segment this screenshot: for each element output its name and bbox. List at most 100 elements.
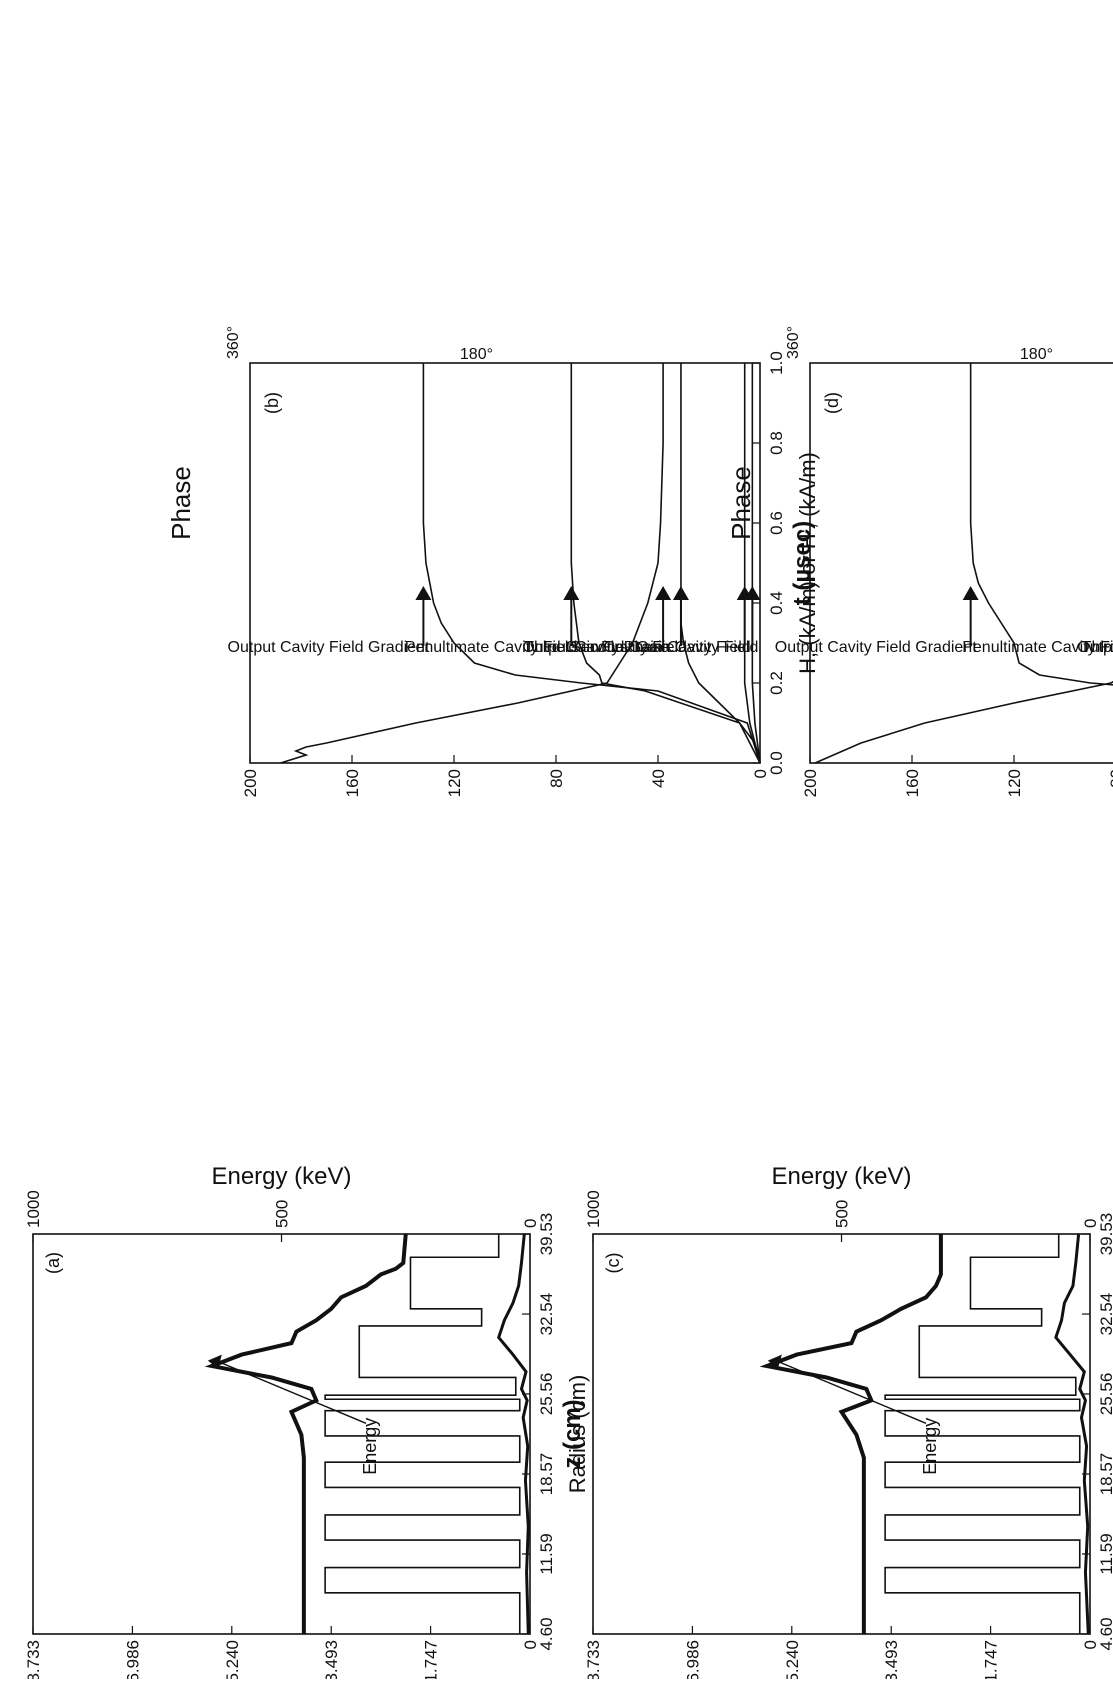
x-tick-label: 25.56: [1097, 1373, 1113, 1416]
y-tick-label: 5.240: [223, 1640, 242, 1679]
plot-frame: [249, 362, 761, 764]
phase-label: Phase: [726, 466, 756, 540]
y-tick-label: 160: [343, 769, 362, 797]
plot-frame: [809, 362, 1113, 764]
y-tick-label: 1.747: [982, 1640, 1001, 1679]
x-tick-label: 11.59: [537, 1533, 556, 1574]
series-first-gain-cavity-field: [751, 363, 761, 764]
arrow-head: [415, 586, 432, 600]
x-tick-label: 0.2: [767, 671, 786, 695]
y-tick-label: 5.240: [783, 1640, 802, 1679]
x-tick-label: 25.56: [537, 1373, 556, 1416]
legend-label-third-gain-cavity-field: Third Gain Cavity Field: [524, 639, 687, 656]
x-axis-label: t (µsec): [789, 521, 816, 606]
energy-annotation: Energy: [360, 1418, 380, 1475]
series-output-cavity-field-gradient: [969, 363, 1113, 764]
legend-label-penultimate-cavity-field: Penultimate Cavity Field: [962, 639, 1113, 656]
y-tick-label: 1.747: [422, 1640, 441, 1679]
y-tick-label: 200: [241, 769, 260, 797]
x-tick-label: 32.54: [1097, 1293, 1113, 1336]
y-tick-label: 120: [1005, 769, 1024, 797]
y-tick-label: 80: [547, 769, 566, 788]
y2-tick-label: 500: [273, 1200, 292, 1228]
plot-frame: [592, 1233, 1091, 1635]
arrow-head: [672, 586, 689, 600]
panel-label: (d): [822, 392, 842, 414]
legend-label-output-cavity-phase: Output Cavity Phase: [1077, 639, 1113, 656]
phase-tick-180: 180°: [1020, 346, 1053, 363]
x-tick-label: 18.57: [537, 1453, 556, 1496]
series-beam: [1054, 1233, 1090, 1635]
y-tick-label: 3.493: [322, 1640, 341, 1679]
panel-c: 4.60 11.59 18.57 25.56 32.54 39.530 1.747 3.493…: [584, 1163, 1113, 1683]
y2-tick-label: 1000: [584, 1190, 603, 1228]
series-beam: [497, 1233, 530, 1635]
x-tick-label: 11.59: [1097, 1533, 1113, 1574]
legend-label-output-cavity-phase: Output Cavity Phase: [522, 639, 669, 656]
y-tick-label: 40: [649, 769, 668, 788]
y-tick-label: 120: [445, 769, 464, 797]
x-axis-label: z (cm): [559, 1399, 586, 1468]
phase-tick-180: 180°: [460, 346, 493, 363]
y-tick-label: 8.733: [584, 1640, 603, 1679]
arrow-head: [655, 586, 672, 600]
x-tick-label: 0.8: [767, 431, 786, 455]
arrow-head: [962, 586, 979, 600]
legend-label-output-cavity-field-gradient: Output Cavity Field Gradient: [228, 639, 430, 656]
series-energy: [204, 1233, 408, 1634]
y-tick-label: 0: [751, 769, 770, 778]
y-tick-label: 0: [521, 1640, 540, 1649]
series-penultimate-cavity-field: [570, 363, 761, 764]
y2-tick-label: 500: [833, 1200, 852, 1228]
legend-label-second-gain-cavity-field: Second Gain Cavity Field: [570, 639, 751, 656]
annotation-arrow: [215, 1359, 367, 1424]
panel-label: (b): [262, 392, 282, 414]
panel-b: 0.0 0.2 0.4 0.6 0.8 1.0 200 160 120 80 40 0 t (µsec)…: [166, 326, 820, 797]
y-tick-label: 3.493: [882, 1640, 901, 1679]
x-tick-label: 39.53: [537, 1213, 556, 1256]
series-third-gain-cavity-field: [680, 363, 761, 764]
panel-a: 4.6011.5918.5725.5632.5439.5301.7473.493…: [24, 1163, 590, 1683]
y-tick-label: 8.733: [24, 1640, 43, 1679]
annotation-arrow-head: [207, 1354, 222, 1369]
y2-tick-label: 1000: [24, 1190, 43, 1228]
annotation-arrow: [775, 1359, 927, 1424]
panel-label: (a): [43, 1252, 63, 1274]
y2-tick-label: 0: [1081, 1219, 1100, 1228]
x-tick-label: 4.60: [537, 1617, 556, 1650]
series-energy: [759, 1234, 943, 1634]
series-output-cavity-field-gradient: [422, 363, 761, 764]
y-tick-label: 200: [801, 769, 820, 797]
x-tick-label: 0.0: [767, 751, 786, 775]
x-tick-label: 18.57: [1097, 1453, 1113, 1496]
series-cavities: [884, 1234, 1081, 1634]
arrow-head: [563, 586, 580, 600]
series-cavities: [324, 1234, 521, 1634]
series-second-gain-cavity-field: [743, 363, 761, 764]
x-tick-label: 0.4: [767, 591, 786, 615]
phase-label: Phase: [166, 466, 196, 540]
y2-axis-label: Energy (keV): [771, 1163, 911, 1190]
x-tick-label: 0.6: [767, 511, 786, 535]
y-tick-label: 6.986: [683, 1640, 702, 1679]
y-tick-label: 6.986: [123, 1640, 142, 1679]
x-tick-label: 4.60: [1097, 1617, 1113, 1650]
annotation-arrow-head: [767, 1354, 782, 1369]
x-tick-label: 32.54: [537, 1293, 556, 1336]
legend-label-first-gain-cavity-field: First Gain Cavity Field: [601, 639, 758, 656]
phase-tick-360: 360°: [225, 326, 242, 359]
legend-label-output-cavity-field-gradient: Output Cavity Field Gradient: [775, 639, 977, 656]
y2-axis-label: Energy (keV): [211, 1163, 351, 1190]
y2-tick-label: 0: [521, 1219, 540, 1228]
arrow-head: [744, 586, 761, 600]
y-axis-label: Radius (cm): [565, 1375, 590, 1494]
y-tick-label: 80: [1107, 769, 1113, 788]
y-tick-label: 160: [903, 769, 922, 797]
legend-label-third-gain-cavity-field: Third Gain Cavity Field: [1082, 639, 1113, 656]
energy-annotation: Energy: [920, 1418, 940, 1475]
x-tick-label: 39.53: [1097, 1213, 1113, 1256]
panel-label: (c): [603, 1252, 623, 1273]
